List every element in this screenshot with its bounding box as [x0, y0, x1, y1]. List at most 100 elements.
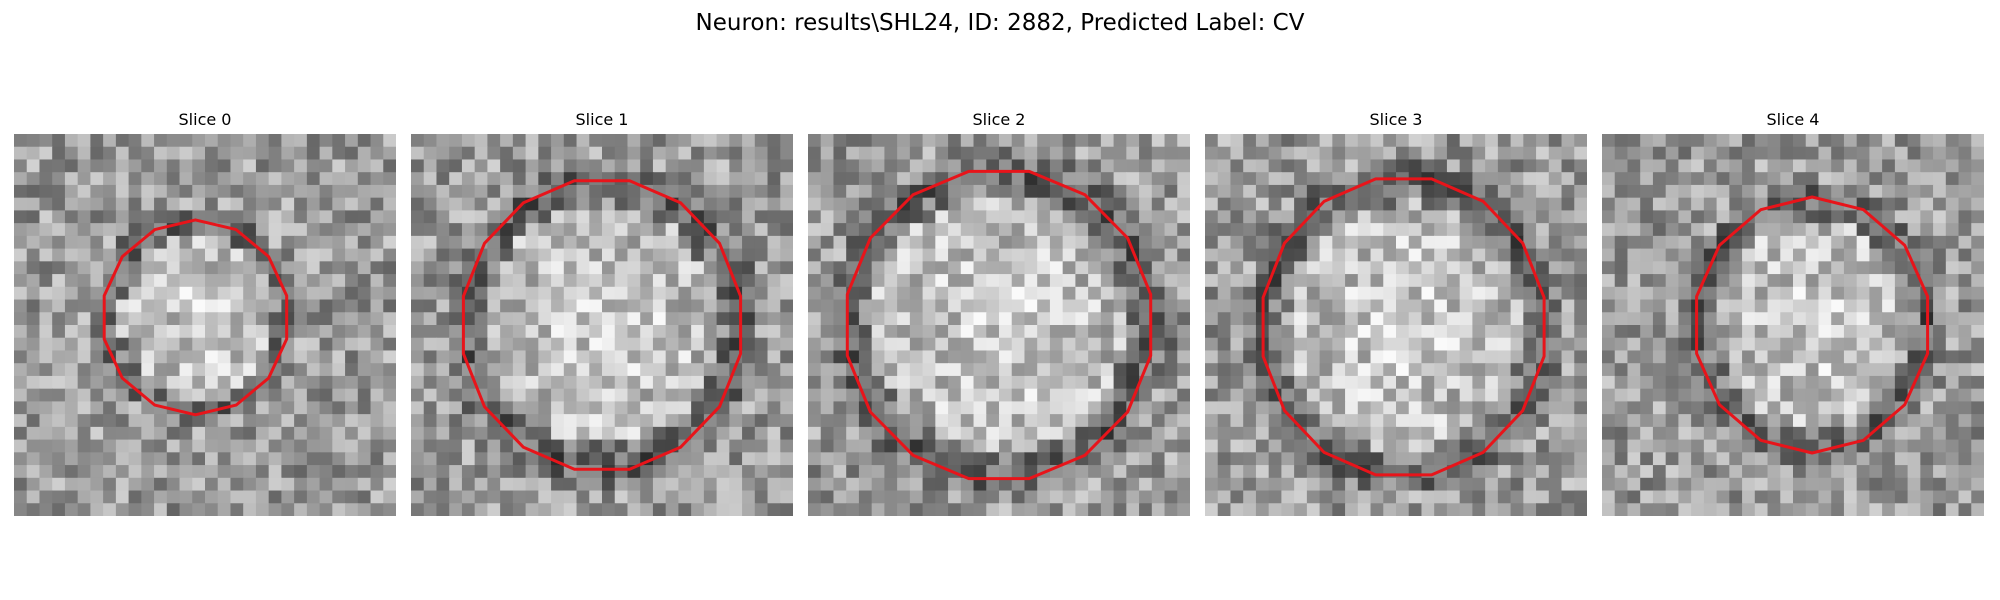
pixel-cell: [281, 223, 295, 237]
pixel-cell: [1945, 350, 1960, 364]
pixel-cell: [1691, 503, 1705, 516]
pixel-cell: [370, 363, 384, 377]
pixel-cell: [614, 388, 629, 402]
pixel-cell: [703, 439, 718, 453]
pixel-cell: [383, 299, 396, 313]
pixel-cell: [1843, 184, 1858, 199]
pixel-cell: [1640, 299, 1654, 313]
pixel-cell: [640, 350, 654, 364]
pixel-cell: [820, 159, 835, 173]
pixel-cell: [1243, 337, 1257, 352]
pixel-cell: [1357, 426, 1372, 441]
pixel-cell: [487, 159, 501, 173]
pixel-cell: [141, 439, 155, 453]
pixel-cell: [39, 414, 53, 428]
pixel-cell: [614, 490, 629, 504]
pixel-cell: [1205, 197, 1219, 211]
pixel-cell: [370, 248, 384, 262]
pixel-cell: [1602, 286, 1616, 301]
pixel-cell: [1294, 184, 1308, 199]
pixel-cell: [652, 401, 667, 415]
pixel-cell: [1281, 375, 1295, 390]
pixel-cell: [665, 286, 679, 301]
pixel-cell: [754, 210, 769, 224]
pixel-cell: [935, 426, 949, 441]
pixel-cell: [1319, 312, 1333, 326]
pixel-cell: [1665, 197, 1679, 211]
slice-2-image: [808, 134, 1190, 516]
pixel-cell: [846, 337, 860, 352]
pixel-cell: [703, 286, 718, 301]
pixel-cell: [1920, 503, 1934, 516]
pixel-cell: [128, 286, 142, 301]
pixel-cell: [678, 261, 692, 275]
pixel-cell: [1075, 490, 1089, 504]
pixel-cell: [1548, 223, 1563, 237]
pixel-cell: [1446, 312, 1461, 326]
pixel-cell: [1536, 172, 1550, 186]
pixel-cell: [1574, 210, 1587, 224]
pixel-cell: [411, 184, 425, 199]
pixel-cell: [1716, 503, 1730, 516]
pixel-cell: [1678, 503, 1692, 516]
pixel-cell: [1805, 337, 1820, 352]
pixel-cell: [767, 426, 781, 441]
pixel-cell: [1049, 452, 1064, 466]
pixel-cell: [1306, 337, 1321, 352]
pixel-cell: [230, 350, 244, 364]
pixel-cell: [345, 299, 359, 313]
pixel-cell: [999, 184, 1013, 199]
pixel-cell: [525, 477, 539, 492]
pixel-cell: [780, 337, 793, 352]
pixel-cell: [1894, 503, 1909, 516]
pixel-cell: [1856, 414, 1870, 428]
pixel-cell: [217, 465, 232, 479]
pixel-cell: [449, 325, 463, 339]
pixel-cell: [922, 274, 936, 288]
pixel-cell: [1319, 299, 1333, 313]
pixel-cell: [319, 210, 333, 224]
pixel-cell: [1665, 350, 1679, 364]
pixel-cell: [39, 363, 53, 377]
pixel-cell: [1472, 248, 1486, 262]
pixel-cell: [1164, 197, 1178, 211]
pixel-cell: [281, 197, 295, 211]
pixel-cell: [1383, 350, 1397, 364]
pixel-cell: [1177, 388, 1190, 402]
pixel-cell: [1894, 439, 1909, 453]
pixel-cell: [640, 197, 654, 211]
pixel-cell: [243, 452, 257, 466]
pixel-cell: [141, 286, 155, 301]
pixel-cell: [808, 490, 822, 504]
pixel-cell: [1831, 426, 1845, 441]
pixel-cell: [128, 325, 142, 339]
pixel-cell: [1703, 235, 1718, 250]
pixel-cell: [39, 490, 53, 504]
pixel-cell: [1894, 375, 1909, 390]
pixel-cell: [1164, 350, 1178, 364]
pixel-cell: [1536, 235, 1550, 250]
pixel-cell: [1383, 146, 1397, 161]
pixel-cell: [858, 197, 873, 211]
pixel-cell: [808, 325, 822, 339]
pixel-cell: [1561, 414, 1575, 428]
pixel-cell: [1793, 210, 1807, 224]
pixel-cell: [1396, 363, 1410, 377]
pixel-cell: [1446, 210, 1461, 224]
pixel-cell: [1652, 426, 1667, 441]
pixel-cell: [1805, 503, 1820, 516]
pixel-cell: [1510, 337, 1524, 352]
pixel-cell: [154, 426, 168, 441]
pixel-cell: [487, 414, 501, 428]
pixel-cell: [1831, 375, 1845, 390]
pixel-cell: [141, 248, 155, 262]
pixel-cell: [306, 439, 321, 453]
pixel-cell: [525, 248, 539, 262]
pixel-cell: [1485, 223, 1499, 237]
pixel-cell: [1100, 312, 1115, 326]
pixel-cell: [39, 261, 53, 275]
pixel-cell: [319, 388, 333, 402]
pixel-cell: [1281, 325, 1295, 339]
pixel-cell: [1536, 388, 1550, 402]
pixel-cell: [205, 134, 219, 148]
